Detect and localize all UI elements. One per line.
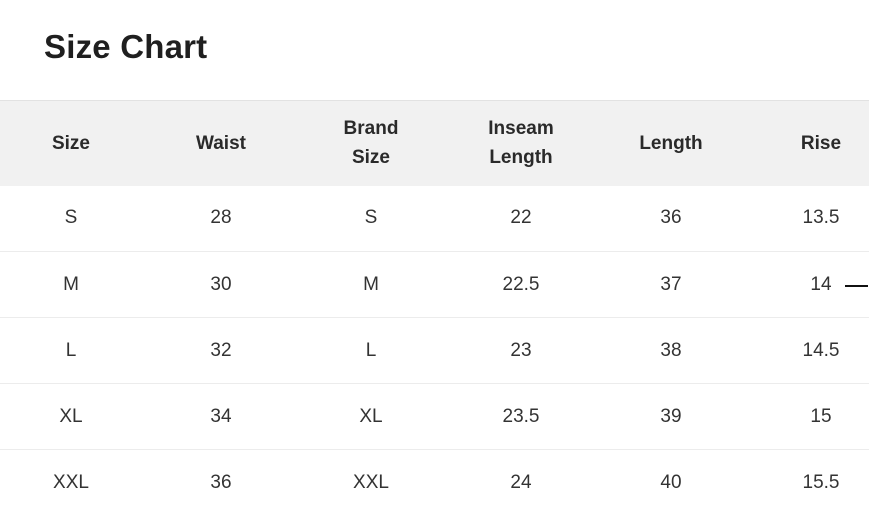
table-row: XL 34 XL 23.5 39 15 — [0, 384, 869, 450]
table-cell: 14.5 — [802, 339, 840, 361]
table-cell: 23.5 — [502, 405, 540, 427]
table-cell: 15 — [810, 405, 832, 427]
table-cell: 36 — [210, 471, 232, 493]
column-header: Inseam Length — [488, 118, 554, 169]
dash-marker — [845, 285, 868, 287]
table-cell: S — [64, 207, 78, 229]
table-cell: 37 — [660, 273, 682, 295]
table-cell: 39 — [660, 405, 682, 427]
table-cell: 13.5 — [802, 207, 840, 229]
column-header: Brand Size — [343, 118, 399, 169]
table-cell: XL — [59, 405, 83, 427]
table-row: XXL 36 XXL 24 40 15.5 — [0, 450, 869, 516]
table-row: M 30 M 22.5 37 14 — [0, 252, 869, 318]
table-row: S 28 S 22 36 13.5 — [0, 186, 869, 252]
table-row: L 32 L 23 38 14.5 — [0, 318, 869, 384]
table-cell: 22.5 — [502, 273, 540, 295]
table-cell: 14 — [810, 273, 832, 295]
column-header: Size — [51, 132, 91, 154]
table-cell: 22 — [510, 207, 532, 229]
table-cell: 38 — [660, 339, 682, 361]
table-cell: 32 — [210, 339, 232, 361]
table-cell: 28 — [210, 207, 232, 229]
table-cell: XXL — [53, 471, 89, 493]
size-chart-table: Size Waist Brand Size Inseam Length Length Ri… — [0, 100, 869, 516]
table-cell: 34 — [210, 405, 232, 427]
table-cell: 30 — [210, 273, 232, 295]
table-cell: 40 — [660, 471, 682, 493]
table-cell: S — [364, 207, 378, 229]
table-cell: L — [65, 339, 77, 361]
table-cell: L — [365, 339, 377, 361]
table-cell: 36 — [660, 207, 682, 229]
table-header-row: Size Waist Brand Size Inseam Length Length Ri… — [0, 100, 869, 186]
column-header: Waist — [196, 132, 246, 154]
table-cell: 24 — [510, 471, 532, 493]
table-cell: 15.5 — [802, 471, 840, 493]
column-header: Rise — [800, 132, 842, 154]
table-cell: XXL — [353, 471, 389, 493]
page-title: Size Chart — [44, 28, 208, 65]
table-cell: M — [63, 273, 79, 295]
table-cell: 23 — [510, 339, 532, 361]
table-cell: M — [363, 273, 379, 295]
column-header: Length — [639, 132, 703, 154]
table-cell: XL — [359, 405, 383, 427]
